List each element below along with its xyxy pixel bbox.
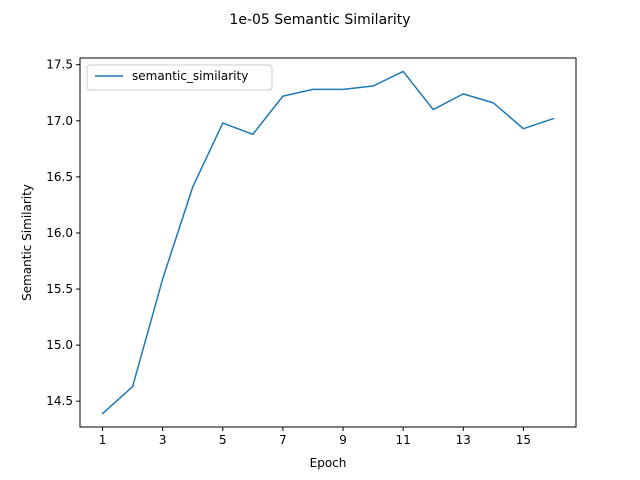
x-tick-label: 3 xyxy=(159,433,167,447)
chart-title: 1e-05 Semantic Similarity xyxy=(229,12,410,28)
y-tick-label: 15.0 xyxy=(46,338,73,352)
y-tick-label: 15.5 xyxy=(46,282,73,296)
y-tick-label: 17.5 xyxy=(46,58,73,72)
x-axis-title: Epoch xyxy=(310,456,347,470)
legend-label-semantic-similarity: semantic_similarity xyxy=(132,69,248,83)
x-tick-label: 11 xyxy=(396,433,411,447)
x-tick-label: 5 xyxy=(219,433,227,447)
y-axis-title: Semantic Similarity xyxy=(20,184,34,301)
x-axis: 1 3 5 7 9 11 13 15 xyxy=(99,427,531,447)
legend: semantic_similarity xyxy=(86,64,273,91)
plot-area-frame xyxy=(79,57,577,428)
x-tick-label: 9 xyxy=(339,433,347,447)
x-tick-label: 1 xyxy=(99,433,107,447)
series-line-semantic-similarity xyxy=(101,70,555,415)
y-tick-label: 16.0 xyxy=(46,226,73,240)
x-tick-label: 7 xyxy=(279,433,287,447)
legend-box xyxy=(86,64,273,91)
y-tick-label: 14.5 xyxy=(46,394,73,408)
x-tick-label: 15 xyxy=(516,433,531,447)
x-tick-label: 13 xyxy=(456,433,471,447)
y-tick-label: 17.0 xyxy=(46,114,73,128)
y-axis: 14.5 15.0 15.5 16.0 16.5 17.0 17.5 xyxy=(46,58,80,408)
y-tick-label: 16.5 xyxy=(46,170,73,184)
series-layer xyxy=(101,70,555,415)
